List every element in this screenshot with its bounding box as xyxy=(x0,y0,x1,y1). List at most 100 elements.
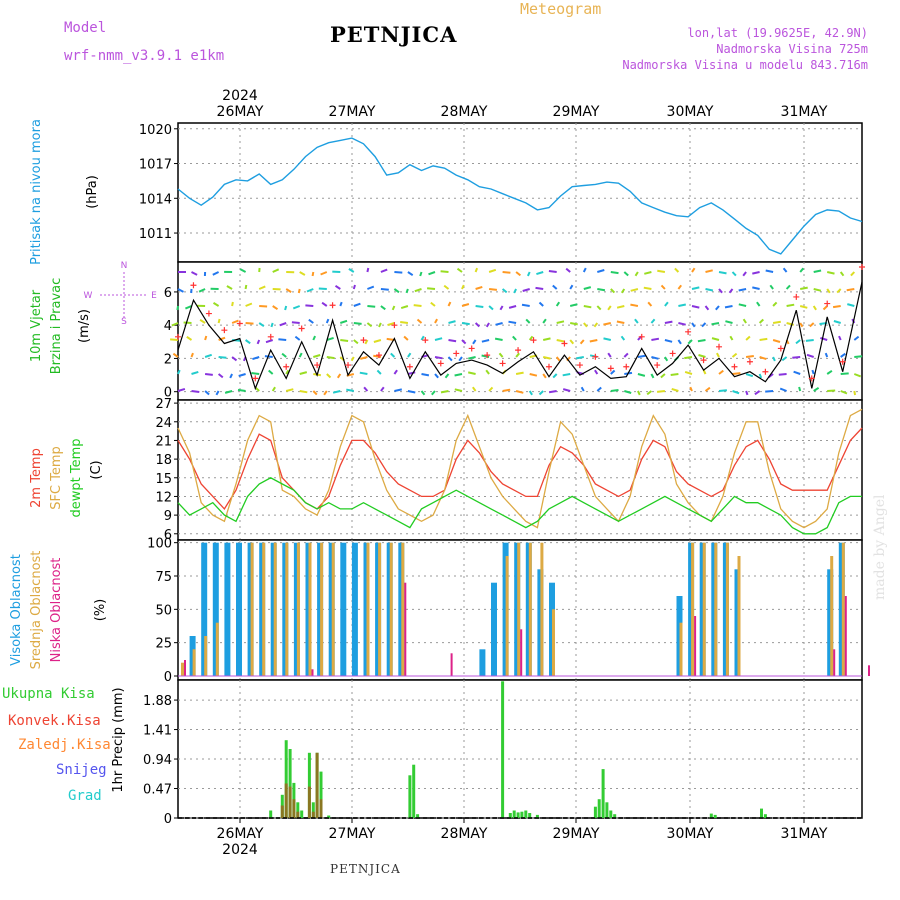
wind-arrow xyxy=(508,320,517,324)
wind-arrow xyxy=(512,335,517,341)
wind-arrow xyxy=(407,371,416,375)
wind-gust-marker xyxy=(175,333,181,340)
wind-arrow xyxy=(716,352,720,358)
precip-total-bar xyxy=(713,814,717,818)
wind-arrow xyxy=(782,267,788,273)
wind-arrow xyxy=(570,322,578,326)
wind-arrow xyxy=(502,388,511,392)
wind-arrow xyxy=(434,318,438,324)
cloud-bar-0 xyxy=(201,542,208,676)
wind-arrow xyxy=(556,320,565,324)
precip-total-bar xyxy=(535,814,539,818)
wind-arrow xyxy=(526,271,531,277)
wind-arrow xyxy=(405,288,409,294)
wind-arrow xyxy=(650,373,655,379)
wind-arrow xyxy=(822,305,828,311)
wind-arrow xyxy=(643,286,652,290)
wind-arrow xyxy=(170,338,179,341)
wind-arrow xyxy=(772,301,778,307)
wind-arrow xyxy=(664,320,673,324)
model-elevation-label: Nadmorska Visina u modelu 843.716m xyxy=(622,58,868,72)
precip-ytick-label-0: 0 xyxy=(164,812,172,827)
meteogram-label: Meteogram xyxy=(520,0,602,18)
wind-arrow xyxy=(323,390,328,396)
wind-arrow xyxy=(664,301,669,307)
cloud-ylabel3: Niska Oblacnost xyxy=(49,558,64,663)
precip-total-bar xyxy=(605,802,609,818)
precip-total-bar xyxy=(300,810,304,818)
wind-arrow xyxy=(691,305,700,309)
top-date-label-3: 29MAY xyxy=(553,104,600,120)
wind-arrow xyxy=(183,321,192,324)
wind-dir-n: N xyxy=(121,261,128,271)
pressure-ytick-label-0: 1011 xyxy=(139,227,172,242)
wind-arrow xyxy=(272,305,279,311)
wind-arrow xyxy=(594,369,599,375)
wind-arrow xyxy=(285,288,292,293)
wind-arrow xyxy=(705,288,714,292)
wind-arrow xyxy=(430,301,436,307)
precip-ylabel: 1hr Precip (mm) xyxy=(111,687,126,792)
precip-conv-bar xyxy=(292,799,296,818)
wind-arrow xyxy=(623,271,629,277)
wind-arrow xyxy=(238,373,246,377)
wind-arrow xyxy=(393,288,400,294)
wind-arrow xyxy=(555,301,561,307)
wind-arrow xyxy=(421,373,430,377)
cloud-unit: (%) xyxy=(93,599,108,622)
wind-arrow xyxy=(660,284,666,290)
wind-dir-w: W xyxy=(84,291,93,301)
precip-total-bar xyxy=(763,814,767,818)
wind-arrow xyxy=(467,371,476,375)
wind-arrow xyxy=(634,318,639,324)
wind-arrow xyxy=(738,288,747,292)
wind-arrow xyxy=(378,322,382,328)
wind-arrow xyxy=(813,269,822,273)
wind-arrow xyxy=(185,305,192,310)
wind-arrow xyxy=(495,322,503,326)
wind-gust-marker xyxy=(859,263,865,270)
wind-gust-marker xyxy=(576,362,583,369)
wind-arrow xyxy=(271,386,276,392)
wind-arrow xyxy=(488,288,498,291)
wind-gust-marker xyxy=(283,363,290,370)
wind-arrow xyxy=(334,284,341,290)
wind-arrow xyxy=(353,302,361,307)
wind-arrow xyxy=(650,318,656,324)
wind-arrow xyxy=(742,318,747,324)
wind-arrow xyxy=(603,337,612,341)
cloud-bar-2 xyxy=(520,629,523,676)
wind-arrow xyxy=(623,352,629,358)
cloud-bar-1 xyxy=(378,542,382,676)
precip-total-bar xyxy=(601,769,605,818)
wind-arrow xyxy=(738,303,747,307)
wind-arrow xyxy=(515,371,524,375)
wind-arrow xyxy=(320,271,328,276)
wind-arrow xyxy=(832,305,841,309)
wind-arrow xyxy=(325,318,330,324)
wind-arrow xyxy=(502,271,511,274)
top-date-label-5: 31MAY xyxy=(781,104,828,120)
wind-arrow xyxy=(552,373,558,379)
wind-arrow xyxy=(704,305,710,311)
wind-gust-marker xyxy=(561,340,568,347)
wind-arrow xyxy=(285,369,290,375)
wind-arrow xyxy=(299,371,308,375)
wind-arrow xyxy=(390,352,396,358)
cloud-bar-1 xyxy=(725,542,729,676)
wind-gust-marker xyxy=(808,375,815,382)
precip-ytick-label-1: 0.47 xyxy=(143,783,172,798)
wind-arrow xyxy=(840,352,846,358)
wind-arrow xyxy=(416,318,423,324)
wind-arrow xyxy=(620,335,626,341)
wind-arrow xyxy=(624,390,632,394)
cloud-ytick-label-4: 100 xyxy=(147,537,172,552)
precip-total-bar xyxy=(412,764,416,818)
cloud-ylabel: Visoka Oblacnost xyxy=(9,554,24,666)
precip-total-bar xyxy=(520,811,524,818)
wind-arrow xyxy=(793,370,801,375)
wind-ylabel: 10m Vjetar xyxy=(29,289,44,362)
wind-arrow xyxy=(387,322,395,327)
wind-arrow xyxy=(729,335,734,341)
precip-total-bar xyxy=(593,806,597,818)
